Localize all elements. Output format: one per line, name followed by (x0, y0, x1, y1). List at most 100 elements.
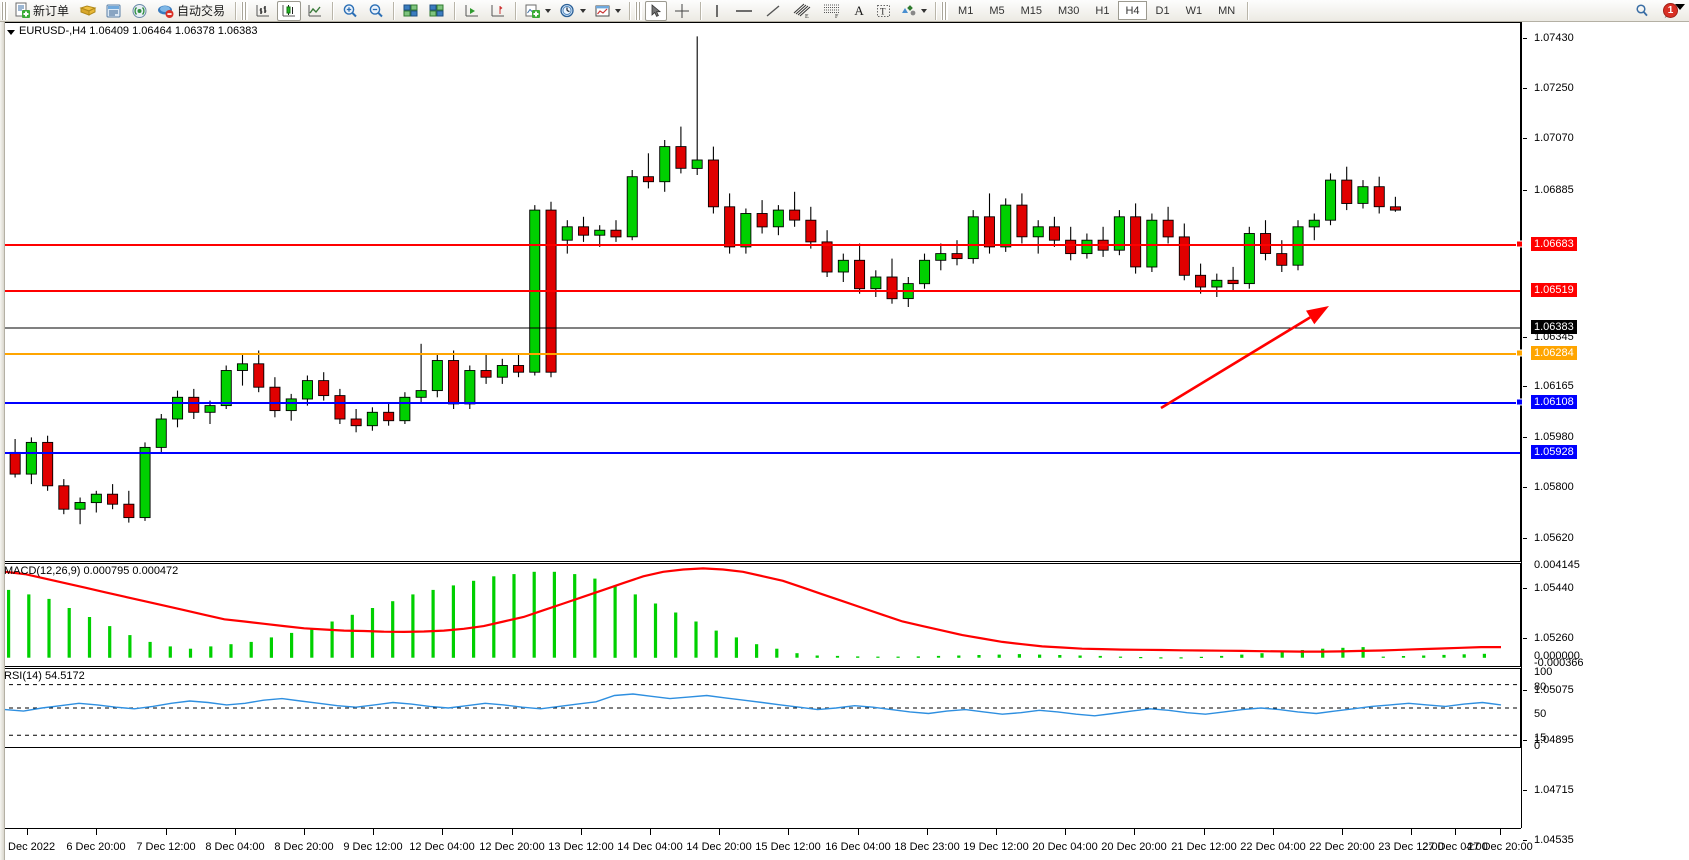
timeframe-mn[interactable]: MN (1218, 4, 1236, 17)
price-axis-label: 1.07250 (1534, 82, 1574, 94)
time-axis-label: 12 Dec 20:00 (479, 841, 545, 853)
market-watch-button[interactable] (102, 1, 126, 21)
price-level-tag[interactable]: 1.05928 (1531, 445, 1577, 459)
data-window-button[interactable] (425, 1, 449, 21)
price-axis-label: 1.07430 (1534, 32, 1574, 44)
timeframe-toolbar-grip[interactable] (941, 1, 949, 20)
horizontal-line-button[interactable] (730, 1, 758, 21)
time-axis-tick (1134, 829, 1135, 835)
time-axis-tick (581, 829, 582, 835)
chevron-down-icon[interactable] (545, 8, 552, 13)
tile-windows-icon (402, 3, 420, 19)
toolbar-divider-4 (454, 1, 456, 20)
fibonacci-button[interactable]: F (818, 1, 846, 21)
price-axis-label: 1.04535 (1534, 834, 1574, 846)
objects-button[interactable] (897, 1, 930, 21)
line-chart-button[interactable] (303, 1, 327, 21)
chart-collapse-caret[interactable] (1675, 4, 1685, 10)
price-level-tag[interactable]: 1.06284 (1531, 346, 1577, 360)
price-axis-tick (1523, 437, 1527, 438)
magnifier-icon (1633, 3, 1651, 19)
vertical-line-button[interactable] (706, 1, 728, 21)
bar-chart-button[interactable] (251, 1, 275, 21)
toolbar-divider-5 (515, 1, 517, 20)
rsi-chart-svg (1, 684, 1520, 736)
svg-text:F: F (835, 14, 839, 19)
trend-arrow-annotation[interactable] (1160, 306, 1329, 410)
timeframe-h4[interactable]: H4 (1118, 1, 1147, 20)
zoom-in-button[interactable] (338, 1, 362, 21)
price-level-drag-handle[interactable] (1516, 349, 1523, 357)
time-axis[interactable]: 6 Dec 2022 6 Dec 20:00 7 Dec 12:00 8 Dec 04… (0, 828, 1533, 860)
text-button[interactable]: A (848, 1, 870, 21)
rsi-pane[interactable]: RSI(14) 54.5172 (0, 668, 1521, 748)
autotrading-button[interactable]: 自动交易 (154, 1, 230, 21)
price-axis-tick (1523, 487, 1527, 488)
price-level-tag[interactable]: 1.06383 (1531, 320, 1577, 334)
tile-windows-button[interactable] (399, 1, 423, 21)
chart-toolbar-grip[interactable] (241, 1, 249, 20)
price-axis-tick (1523, 386, 1527, 387)
templates-button[interactable] (591, 1, 624, 21)
price-axis-tick (1523, 538, 1527, 539)
time-axis-label: 8 Dec 20:00 (274, 841, 334, 853)
profiles-button[interactable] (76, 1, 100, 21)
chart-container[interactable]: EURUSD-,H4 1.06409 1.06464 1.06378 1.063… (0, 4, 1689, 860)
symbol-dropdown-caret[interactable] (7, 30, 15, 35)
timeframe-h1[interactable]: H1 (1095, 4, 1110, 17)
price-axis-label: 1.05075 (1534, 684, 1574, 696)
price-level-tag[interactable]: 1.06519 (1531, 283, 1577, 297)
timeframe-m30[interactable]: M30 (1058, 4, 1080, 17)
crosshair-icon (672, 3, 692, 19)
cursor-button[interactable] (645, 0, 668, 21)
chevron-down-icon[interactable] (921, 8, 928, 13)
chevron-down-icon[interactable] (615, 8, 622, 13)
drawing-toolbar-grip[interactable] (635, 1, 643, 20)
periods-button[interactable] (556, 1, 589, 21)
time-axis-tick (996, 829, 997, 835)
timeframe-w1[interactable]: W1 (1185, 4, 1203, 17)
chevron-down-icon[interactable] (580, 8, 587, 13)
price-level-drag-handle[interactable] (1516, 240, 1523, 248)
price-axis-label: 1.04895 (1534, 734, 1574, 746)
time-axis-label: 15 Dec 12:00 (755, 841, 821, 853)
autotrading-label: 自动交易 (177, 4, 226, 18)
rsi-axis-label: 100 (1534, 666, 1553, 678)
equidistant-channel-button[interactable]: E (788, 1, 816, 21)
candlestick-chart-button[interactable] (277, 0, 302, 21)
price-axis-tick (1523, 638, 1527, 639)
trendline-button[interactable] (760, 1, 786, 21)
time-axis-tick (1342, 829, 1343, 835)
timeframe-m1[interactable]: M1 (958, 4, 974, 17)
folder-icon (79, 3, 97, 19)
text-label-button[interactable]: T (872, 1, 895, 21)
price-level-tag[interactable]: 1.06108 (1531, 395, 1577, 409)
new-order-button[interactable]: 新订单 (11, 1, 74, 21)
time-axis-tick (650, 829, 651, 835)
horizontal-lines-group[interactable] (1, 244, 1520, 454)
crosshair-button[interactable] (669, 1, 695, 21)
price-axis[interactable]: 1.07430 1.07250 1.07070 1.06885 1.06683 1.065… (1516, 4, 1689, 846)
macd-pane[interactable]: MACD(12,26,9) 0.000795 0.000472 (0, 563, 1521, 667)
toolbar-divider-6 (629, 1, 631, 20)
price-axis-label: 1.05980 (1534, 431, 1574, 443)
macd-axis-label: 0.000000 (1534, 650, 1580, 662)
time-axis-tick (1500, 829, 1501, 835)
price-level-drag-handle[interactable] (1516, 398, 1523, 406)
timeframe-m15[interactable]: M15 (1020, 4, 1042, 17)
chart-shift-button[interactable] (486, 1, 510, 21)
search-button[interactable] (1630, 1, 1654, 21)
indicators-button[interactable] (521, 1, 554, 21)
price-level-tag[interactable]: 1.06683 (1531, 237, 1577, 251)
timeframe-m5[interactable]: M5 (989, 4, 1005, 17)
signals-button[interactable] (128, 1, 152, 21)
auto-scroll-button[interactable] (460, 1, 484, 21)
notifications-button[interactable]: 1 (1658, 1, 1684, 21)
toolbar-grip[interactable] (1, 1, 8, 20)
time-axis-label: 23 Dec 12:00 (1378, 841, 1444, 853)
price-pane[interactable]: EURUSD-,H4 1.06409 1.06464 1.06378 1.063… (0, 22, 1521, 562)
candlestick-icon (280, 3, 298, 19)
timeframe-d1[interactable]: D1 (1155, 4, 1170, 17)
zoom-out-button[interactable] (364, 1, 388, 21)
rsi-axis-label: 50 (1534, 708, 1547, 720)
